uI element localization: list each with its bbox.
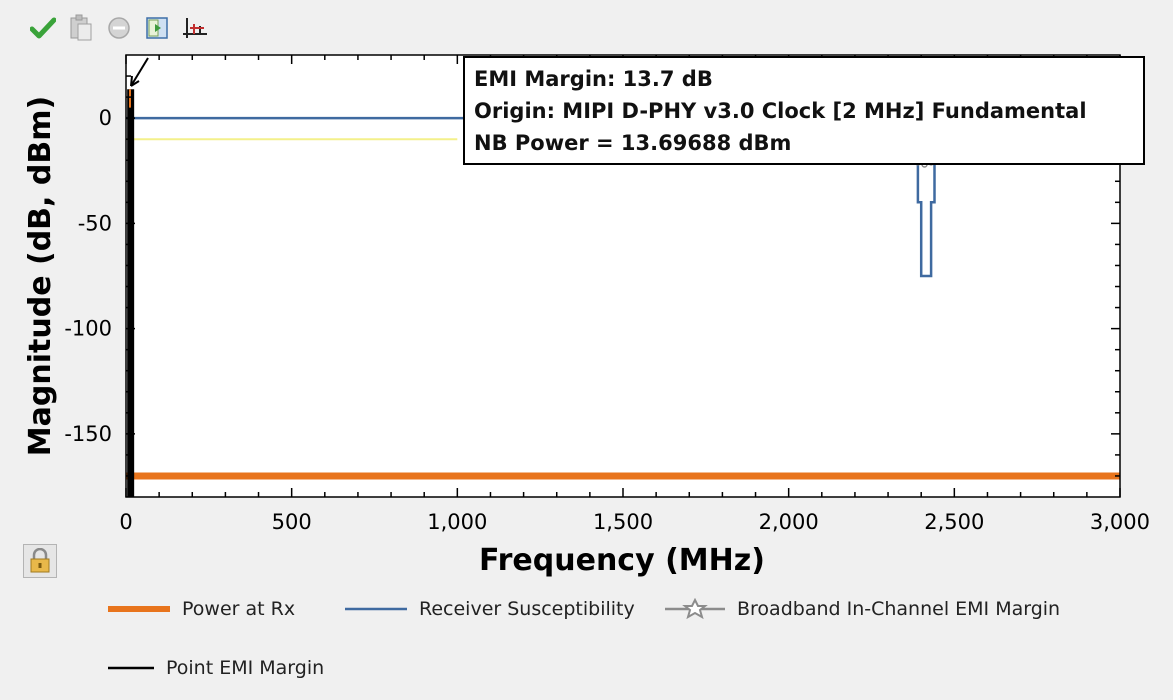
minus-circle-icon[interactable] (104, 13, 134, 43)
y-tick-label: -50 (78, 211, 112, 235)
export-icon[interactable] (142, 13, 172, 43)
tooltip-pointer (130, 57, 149, 87)
y-tick-label: -150 (64, 422, 112, 446)
lock-button[interactable] (23, 544, 57, 578)
legend-label-point-emi-margin: Point EMI Margin (166, 657, 325, 679)
tooltip-nb-power: NB Power = 13.69688 dBm (474, 131, 791, 155)
x-tick-label: 3,000 (1090, 510, 1150, 534)
tooltip-arrowhead (130, 75, 140, 87)
lock-icon (30, 548, 50, 573)
tooltip: EMI Margin: 13.7 dB Origin: MIPI D-PHY v… (130, 56, 1145, 165)
clipboard-icon[interactable] (66, 13, 96, 43)
x-tick-label: 0 (119, 510, 132, 534)
x-tick-label: 2,000 (759, 510, 819, 534)
legend-item-power-at-rx[interactable]: Power at Rx (108, 598, 295, 620)
legend-swatch-power-at-rx (108, 606, 170, 612)
x-tick-label: 1,000 (427, 510, 487, 534)
tooltip-box (463, 56, 1145, 165)
x-tick-label: 500 (272, 510, 312, 534)
axis-settings-icon[interactable] (180, 13, 210, 43)
legend-swatch-receiver-susceptibility (345, 607, 407, 611)
y-tick-label: 0 (99, 106, 112, 130)
legend-swatch-broadband-emi-margin (665, 598, 725, 620)
x-tick-label: 2,500 (924, 510, 984, 534)
legend-item-point-emi-margin[interactable]: Point EMI Margin (108, 657, 324, 679)
chart-svg: 0 500 1,000 1,500 2,000 2,500 3,000 0 -50 -100 -15… (23, 54, 1150, 578)
x-axis-title: Frequency (MHz) (479, 543, 765, 578)
y-axis-title: Magnitude (dB, dBm) (23, 96, 58, 456)
chart-toolbar (28, 12, 210, 44)
legend-label-power-at-rx: Power at Rx (182, 598, 296, 620)
legend-label-broadband-emi-margin: Broadband In-Channel EMI Margin (737, 598, 1061, 620)
legend-label-receiver-susceptibility: Receiver Susceptibility (419, 598, 635, 620)
apply-check-icon[interactable] (28, 13, 58, 43)
tooltip-origin: Origin: MIPI D-PHY v3.0 Clock [2 MHz] Fu… (474, 99, 1087, 123)
tooltip-emi-margin: EMI Margin: 13.7 dB (474, 67, 713, 91)
x-tick-label: 1,500 (593, 510, 653, 534)
tick-labels-layer: 0 500 1,000 1,500 2,000 2,500 3,000 0 -50 -100 -15… (64, 106, 1150, 534)
ticks-layer (125, 55, 1121, 497)
y-tick-label: -100 (64, 317, 112, 341)
legend-item-receiver-susceptibility[interactable]: Receiver Susceptibility (345, 598, 635, 620)
legend-swatch-point-emi-margin (108, 666, 154, 670)
legend-item-broadband-emi-margin[interactable]: Broadband In-Channel EMI Margin (665, 598, 1060, 620)
